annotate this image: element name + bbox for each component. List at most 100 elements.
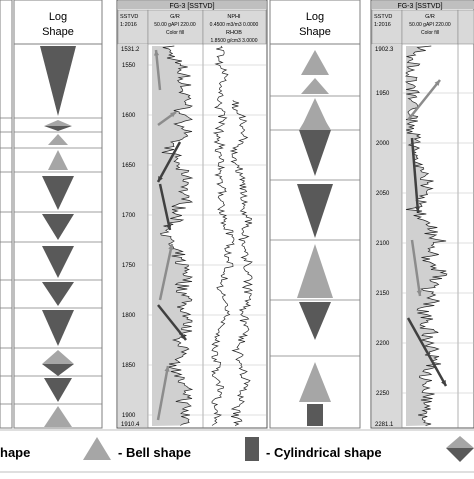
middle-trend-arrow-7 <box>156 365 170 421</box>
right-col-depth: SSTVD <box>374 14 392 20</box>
middle-trend-arrow-3-head <box>158 176 163 182</box>
right-depth-label: 2100 <box>376 241 390 247</box>
left-small-diamond-1-top <box>44 120 72 126</box>
middle-panel: FG-3 [SSTVD] SSTVD 1:2016 G/R 50.00 gAPI… <box>116 0 361 429</box>
right-depth-labels: 1950 2000 2050 2100 2150 2200 2250 <box>376 91 390 397</box>
middle-depth-top: 1531.2 <box>121 47 140 53</box>
middle-shape-header-line2: Shape <box>299 26 331 38</box>
legend-diamond-top-icon <box>446 436 474 448</box>
middle-depth-header <box>117 9 149 45</box>
middle-depth-label: 1600 <box>122 113 136 119</box>
middle-col-rhob: RHOB <box>226 30 242 36</box>
middle-bell-shape-1 <box>301 50 329 75</box>
right-depth-track <box>372 44 402 427</box>
middle-col-nphi: NPHI <box>227 14 241 20</box>
left-small-diamond-1-bottom <box>44 126 72 131</box>
middle-trend-arrows <box>153 49 187 421</box>
middle-cylindrical-shape <box>307 404 323 426</box>
right-next-header <box>457 9 474 45</box>
legend-item1-label: hape <box>0 445 30 460</box>
middle-trend-arrow-6-head <box>180 334 186 340</box>
right-trend-arrow-2-head <box>414 206 421 212</box>
right-depth-label: 1950 <box>376 91 390 97</box>
middle-trend-arrow-5 <box>158 243 174 301</box>
middle-depth-label: 1650 <box>122 163 136 169</box>
left-funnel-shape-5 <box>42 282 74 306</box>
right-depth-label: 2050 <box>376 191 390 197</box>
middle-col-depth-scale: 1:2016 <box>120 22 137 28</box>
middle-diamond-1-top <box>299 104 331 130</box>
right-trend-arrows <box>406 79 448 387</box>
right-trend-arrow-2 <box>410 137 420 213</box>
middle-col-depth: SSTVD <box>120 14 138 20</box>
middle-nphi-curve <box>211 45 235 426</box>
middle-bell-shape-4 <box>297 244 333 298</box>
left-panel: Log Shape <box>0 0 103 429</box>
left-diamond-2-bottom <box>42 364 74 376</box>
middle-nphi-header <box>202 9 267 45</box>
middle-gr-curve <box>160 45 194 426</box>
right-trend-arrow-4 <box>406 317 448 387</box>
middle-trend-arrow-1 <box>154 49 162 91</box>
right-col-gr: G/R <box>425 14 435 20</box>
right-depth-label: 2150 <box>376 291 390 297</box>
right-depth-label: 2200 <box>376 341 390 347</box>
right-depth-label: 2250 <box>376 391 390 397</box>
middle-funnel-shape-1 <box>297 184 333 238</box>
right-panel: FG-3 [SSTVD] SSTVD 1:2016 G/R 50.00 gAPI… <box>370 0 474 429</box>
legend-item3-label: - Cylindrical shape <box>266 445 382 460</box>
middle-depth-label: 1750 <box>122 263 136 269</box>
middle-col-rhob-scale: 1.8500 g/cm3 3.0000 <box>211 38 258 44</box>
left-bell-shape-1 <box>48 134 68 145</box>
middle-depth-track <box>118 44 148 427</box>
middle-gr-curve-fill <box>152 46 192 426</box>
right-col-gr-fill: Color fill <box>421 30 439 36</box>
left-funnel-shape-2 <box>42 176 74 210</box>
middle-diamond-1-bottom <box>299 130 331 176</box>
left-funnel-shape-4 <box>42 246 74 278</box>
right-trend-arrow-4-head <box>441 380 446 386</box>
middle-col-gr-fill: Color fill <box>166 30 184 36</box>
middle-bell-shape-5 <box>299 362 331 402</box>
right-col-depth-scale: 1:2016 <box>374 22 391 28</box>
legend-diamond-bottom-icon <box>446 448 474 462</box>
left-bell-shape-3 <box>44 406 72 427</box>
legend-cylindrical-icon <box>245 437 259 461</box>
middle-trend-arrow-7-head <box>164 366 170 372</box>
left-funnel-shape-6 <box>42 310 74 346</box>
middle-trend-arrow-6 <box>157 304 187 341</box>
middle-trend-arrow-5-head <box>168 244 174 250</box>
middle-title-bar <box>118 1 266 9</box>
middle-trend-arrow-2-head <box>170 112 176 118</box>
middle-funnel-shape-2 <box>299 302 331 340</box>
middle-trend-arrow-4-head <box>166 224 172 230</box>
middle-col-gr: G/R <box>170 14 180 20</box>
left-bell-shape-2 <box>48 150 68 170</box>
middle-trend-arrow-3 <box>156 141 182 183</box>
middle-depth-labels: 1550 1600 1650 1700 1750 1800 1850 1900 <box>122 63 136 419</box>
right-title-bar <box>372 1 474 9</box>
right-col-gr-scale: 50.00 gAPI 220.00 <box>409 22 451 28</box>
middle-rhob-curve <box>229 99 253 426</box>
middle-depth-bottom: 1910.4 <box>121 422 140 428</box>
middle-well-title: FG-3 [SSTVD] <box>169 3 214 10</box>
middle-depth-label: 1900 <box>122 413 136 419</box>
middle-depth-label: 1700 <box>122 213 136 219</box>
legend-item2-label: - Bell shape <box>118 445 191 460</box>
right-trend-arrow-3 <box>410 239 422 297</box>
legend: hape - Bell shape - Cylindrical shape <box>0 429 474 473</box>
right-trend-arrow-1 <box>407 79 441 121</box>
middle-trend-arrow-4 <box>158 183 172 231</box>
left-funnel-shape-7 <box>44 378 72 402</box>
middle-depth-label: 1800 <box>122 313 136 319</box>
left-funnel-shape-3 <box>42 214 74 240</box>
left-funnel-shape <box>40 46 76 116</box>
right-depth-top: 1902.3 <box>375 47 394 53</box>
middle-depth-label: 1550 <box>122 63 136 69</box>
left-header-line1: Log <box>49 11 67 23</box>
left-shapes <box>0 46 102 427</box>
left-diamond-2-top <box>42 350 74 364</box>
right-depth-label: 2000 <box>376 141 390 147</box>
middle-col-nphi-scale: 0.4500 m3/m3 0.0000 <box>210 22 259 28</box>
